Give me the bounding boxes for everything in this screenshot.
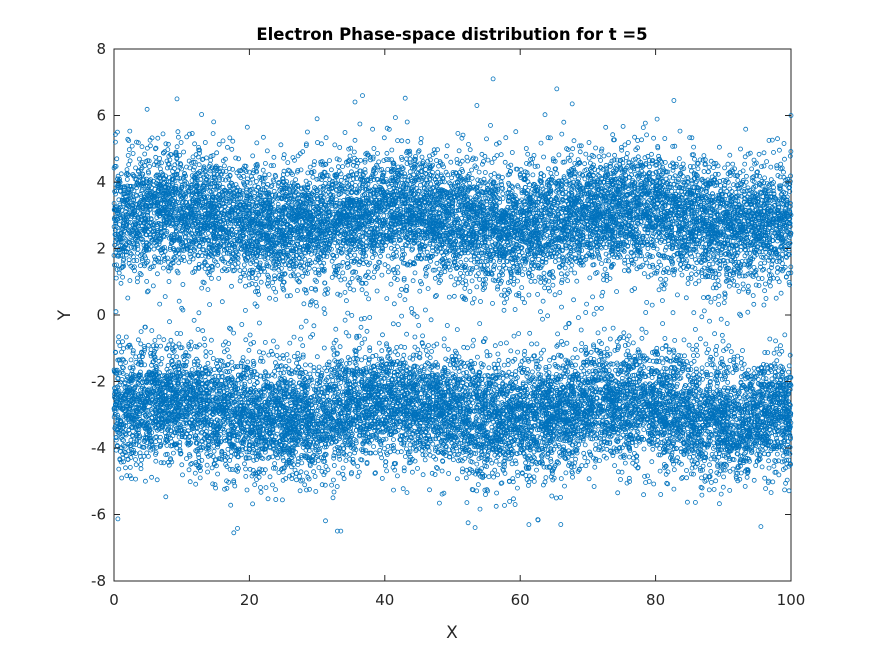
data-point xyxy=(249,267,255,273)
data-point xyxy=(207,302,213,308)
data-point xyxy=(710,261,716,267)
data-point xyxy=(164,158,170,164)
data-point xyxy=(152,254,157,260)
data-point xyxy=(522,300,527,306)
data-point xyxy=(783,254,789,260)
data-point xyxy=(450,170,456,175)
data-point xyxy=(583,151,589,157)
data-point xyxy=(412,270,418,276)
data-point xyxy=(496,140,502,146)
chart-title: Electron Phase-space distribution for t … xyxy=(256,25,647,44)
data-point xyxy=(732,173,738,179)
data-point xyxy=(520,272,525,278)
data-point xyxy=(425,286,431,292)
data-point xyxy=(322,311,328,316)
data-point xyxy=(495,286,500,292)
data-point xyxy=(234,170,240,176)
data-point xyxy=(336,181,342,187)
data-point xyxy=(505,204,511,210)
data-point xyxy=(721,300,727,306)
data-point xyxy=(641,271,647,277)
data-point xyxy=(237,267,243,273)
data-point xyxy=(484,136,489,142)
data-point xyxy=(595,330,601,336)
data-point xyxy=(699,177,704,183)
data-point xyxy=(395,164,401,170)
data-point xyxy=(343,330,349,336)
data-point xyxy=(370,126,376,132)
data-point xyxy=(502,159,508,165)
data-point xyxy=(503,135,509,141)
data-point xyxy=(136,156,142,162)
data-point xyxy=(736,193,742,199)
data-point xyxy=(261,268,267,274)
data-point xyxy=(270,280,275,286)
data-point xyxy=(602,266,608,272)
data-point xyxy=(676,257,682,263)
data-point xyxy=(399,157,405,163)
data-point xyxy=(499,292,505,298)
data-point xyxy=(502,243,508,248)
data-point xyxy=(315,270,321,276)
data-point xyxy=(411,172,417,178)
data-points xyxy=(111,76,794,536)
data-point xyxy=(125,295,131,301)
data-point xyxy=(203,177,209,183)
data-point xyxy=(781,169,786,175)
data-point xyxy=(786,279,792,285)
data-point xyxy=(601,153,607,159)
data-point xyxy=(685,275,691,281)
data-point xyxy=(357,121,363,127)
data-point xyxy=(610,132,616,138)
data-point xyxy=(488,257,494,263)
data-point xyxy=(716,293,722,299)
data-point xyxy=(359,280,365,286)
data-point xyxy=(355,275,361,281)
data-point xyxy=(296,279,302,285)
data-point xyxy=(362,159,368,165)
data-point xyxy=(551,275,556,281)
data-point xyxy=(543,256,549,262)
data-point xyxy=(205,287,211,293)
data-point xyxy=(767,278,772,284)
data-point xyxy=(294,277,300,283)
data-point xyxy=(223,168,229,174)
data-point xyxy=(722,295,728,300)
data-point xyxy=(672,143,678,149)
data-point xyxy=(520,296,525,302)
plot-frame xyxy=(113,48,792,582)
data-point xyxy=(578,143,584,149)
data-point xyxy=(695,166,701,172)
data-point xyxy=(771,149,776,155)
data-point xyxy=(691,144,696,150)
data-point xyxy=(471,296,477,302)
data-point xyxy=(768,283,773,289)
data-point xyxy=(395,244,400,250)
data-point xyxy=(787,153,793,159)
data-point xyxy=(472,259,477,265)
data-point xyxy=(416,148,422,154)
data-point xyxy=(177,176,183,182)
data-point xyxy=(569,262,575,268)
data-point xyxy=(349,276,355,281)
data-point xyxy=(513,129,519,135)
data-point xyxy=(656,169,662,174)
data-point xyxy=(741,189,747,195)
data-point xyxy=(304,129,310,135)
data-point xyxy=(314,279,319,285)
data-point xyxy=(662,247,668,253)
data-point xyxy=(298,167,304,173)
data-point xyxy=(433,293,439,298)
data-point xyxy=(654,237,659,243)
